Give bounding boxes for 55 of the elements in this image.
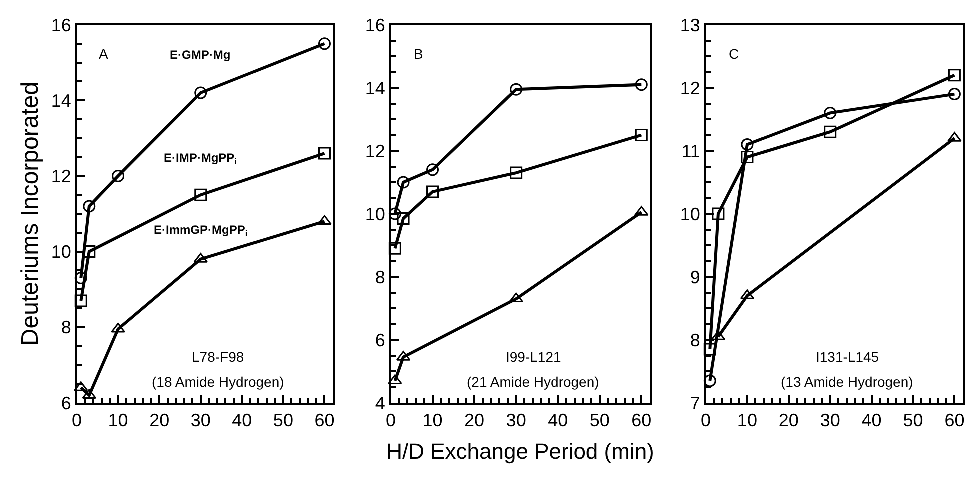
x-tick-label: 60: [944, 410, 965, 431]
y-tick-label: 9: [690, 267, 700, 288]
y-tick-label: 10: [51, 242, 72, 262]
y-tick-label: 4: [375, 393, 386, 414]
x-tick-label: 10: [422, 410, 443, 431]
x-tick-label: 40: [232, 410, 252, 431]
annotation: B: [414, 46, 424, 62]
y-tick-label: 16: [51, 15, 72, 36]
y-tick-label: 12: [680, 78, 700, 98]
y-tick-label: 14: [51, 90, 72, 111]
y-tick-label: 10: [365, 204, 386, 224]
y-tick-label: 12: [51, 166, 72, 186]
y-tick-label: 8: [61, 318, 72, 338]
x-tick-label: 40: [548, 410, 568, 431]
y-tick-label: 12: [365, 141, 386, 162]
x-tick-label: 20: [464, 410, 485, 431]
x-tick-label: 60: [314, 410, 335, 431]
series-label: E·ImmGP·MgPP$_{i}$: [154, 223, 248, 239]
y-tick-label: 6: [61, 393, 72, 414]
y-tick-label: 14: [365, 78, 386, 98]
y-tick-label: 16: [365, 15, 386, 36]
x-tick-label: 20: [778, 410, 799, 431]
x-axis-title: H/D Exchange Period (min): [386, 439, 654, 464]
x-tick-label: 30: [506, 410, 526, 431]
y-tick-label: 11: [682, 141, 700, 162]
annotation: C: [729, 46, 740, 62]
annotation: (18 Amide Hydrogen): [152, 374, 284, 390]
x-tick-label: 30: [190, 410, 211, 431]
x-tick-label: 0: [386, 410, 396, 431]
y-axis-title: Deuteriums Incorporated: [16, 82, 44, 346]
x-tick-label: 0: [72, 410, 82, 431]
y-tick-label: 8: [690, 330, 700, 350]
annotation: (13 Amide Hydrogen): [781, 374, 914, 390]
y-tick-label: 13: [680, 15, 700, 36]
series-label: E·GMP·Mg: [170, 48, 231, 62]
x-tick-label: 10: [108, 410, 128, 431]
series-label: E·IMP·MgPP$_{i}$: [164, 151, 237, 167]
x-tick-label: 50: [273, 410, 294, 431]
x-tick-label: 50: [590, 410, 610, 431]
x-tick-label: 0: [700, 410, 712, 431]
x-tick-label: 60: [632, 410, 652, 431]
annotation: I131-L145: [816, 349, 880, 365]
y-tick-label: 10: [680, 204, 700, 224]
x-tick-label: 50: [903, 410, 924, 431]
x-tick-label: 10: [737, 410, 758, 431]
annotation: (21 Amide Hydrogen): [467, 374, 600, 390]
x-tick-label: 40: [862, 410, 882, 431]
y-tick-label: 8: [375, 267, 386, 288]
annotation: A: [99, 46, 109, 62]
y-tick-label: 7: [690, 393, 700, 414]
annotation: I99-L121: [506, 349, 562, 365]
x-tick-label: 30: [820, 410, 840, 431]
x-tick-label: 20: [150, 410, 170, 431]
annotation: L78-F98: [192, 349, 244, 365]
y-tick-label: 6: [375, 330, 386, 350]
